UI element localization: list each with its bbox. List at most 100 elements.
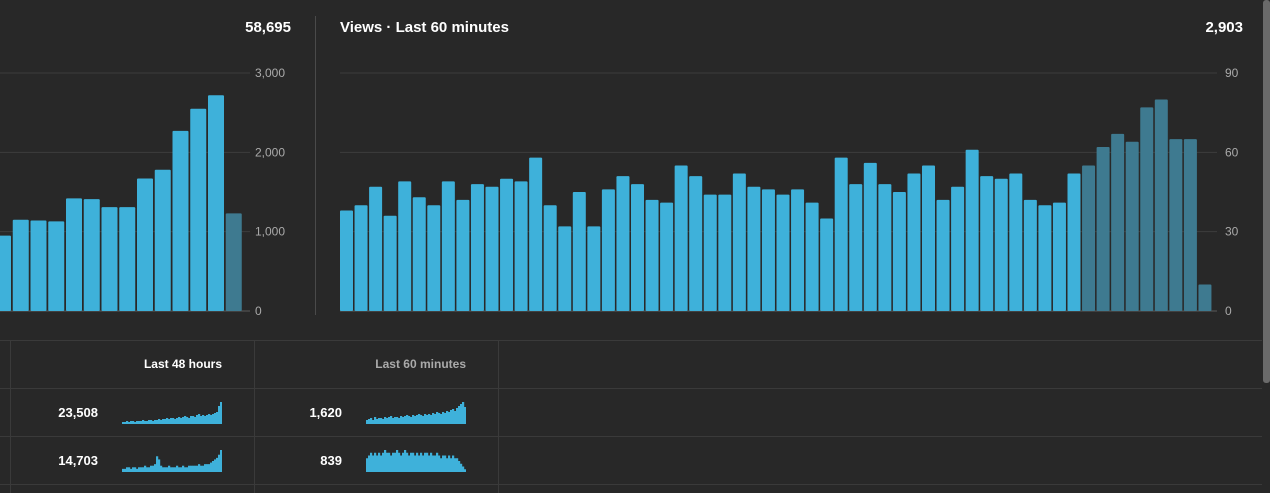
chart-bar[interactable] bbox=[631, 184, 644, 311]
sparkline-bar bbox=[436, 452, 439, 472]
chart-bar[interactable] bbox=[805, 202, 819, 311]
chart-bar[interactable] bbox=[922, 165, 935, 311]
chart-bar[interactable] bbox=[514, 181, 528, 311]
chart-bar[interactable] bbox=[761, 189, 775, 311]
sparkline-bar bbox=[138, 421, 141, 424]
chart-bar[interactable] bbox=[1154, 99, 1168, 311]
chart-bar[interactable] bbox=[703, 194, 717, 311]
sparkline-bar bbox=[374, 452, 377, 472]
chart-bar[interactable] bbox=[12, 219, 29, 311]
chart-bar[interactable] bbox=[1096, 147, 1110, 311]
chart-bar[interactable] bbox=[1052, 202, 1066, 311]
chart-bar[interactable] bbox=[0, 235, 11, 311]
chart-bar[interactable] bbox=[383, 215, 397, 311]
chart-bar[interactable] bbox=[340, 210, 353, 311]
sparkline-bar bbox=[382, 419, 385, 424]
chart-bar[interactable] bbox=[1038, 205, 1052, 311]
chart-bar[interactable] bbox=[936, 199, 950, 311]
sparkline-bar bbox=[204, 416, 207, 424]
row1-60m-value: 1,620 bbox=[309, 405, 342, 420]
chart-bar[interactable] bbox=[674, 165, 688, 311]
sparkline-bar bbox=[400, 455, 403, 472]
chart-bar[interactable] bbox=[398, 181, 412, 311]
chart-bar[interactable] bbox=[441, 181, 455, 311]
chart-bar[interactable] bbox=[776, 194, 790, 311]
chart-bar[interactable] bbox=[354, 205, 368, 311]
chart-bar[interactable] bbox=[907, 173, 921, 311]
chart-bar[interactable] bbox=[154, 169, 171, 311]
sparkline-bar bbox=[128, 467, 131, 472]
chart-bar[interactable] bbox=[951, 186, 965, 311]
sparkline-bar bbox=[130, 468, 133, 472]
chart-bar[interactable] bbox=[660, 202, 674, 311]
chart-bar[interactable] bbox=[119, 207, 136, 311]
sparkline-bar bbox=[164, 419, 167, 424]
chart-bar[interactable] bbox=[878, 184, 892, 311]
chart-bar[interactable] bbox=[820, 218, 834, 311]
chart-bar[interactable] bbox=[747, 186, 761, 311]
chart-bar[interactable] bbox=[456, 199, 470, 311]
chart-bar[interactable] bbox=[601, 189, 615, 311]
chart-bar[interactable] bbox=[369, 186, 383, 311]
chart-bar[interactable] bbox=[645, 199, 659, 311]
chart-bar[interactable] bbox=[1009, 173, 1023, 311]
chart-bar[interactable] bbox=[572, 192, 586, 311]
chart-bar[interactable] bbox=[412, 197, 426, 311]
sparkline-bar bbox=[430, 415, 433, 424]
chart-bar[interactable] bbox=[208, 95, 224, 311]
chart-bar[interactable] bbox=[1183, 139, 1197, 311]
sparkline-bar bbox=[424, 452, 427, 472]
chart-bar[interactable] bbox=[101, 207, 118, 311]
chart-bar[interactable] bbox=[718, 194, 732, 311]
chart-bar[interactable] bbox=[587, 226, 601, 311]
chart-bar[interactable] bbox=[137, 178, 153, 311]
sparkline-bar bbox=[420, 415, 423, 424]
chart-bar[interactable] bbox=[732, 173, 746, 311]
chart-bar[interactable] bbox=[834, 157, 848, 311]
sparkline-bar bbox=[428, 414, 431, 424]
column-header-last-60-minutes[interactable]: Last 60 minutes bbox=[375, 357, 466, 371]
chart-bar[interactable] bbox=[1140, 107, 1154, 311]
sparkline-bar bbox=[392, 418, 395, 424]
chart-bar[interactable] bbox=[529, 157, 543, 311]
chart-bar[interactable] bbox=[543, 205, 557, 311]
chart-bar[interactable] bbox=[30, 220, 47, 311]
chart-bar[interactable] bbox=[558, 226, 572, 311]
chart-bar[interactable] bbox=[1082, 165, 1096, 311]
chart-bar[interactable] bbox=[863, 162, 877, 311]
chart-bar[interactable] bbox=[427, 205, 441, 311]
chart-bar[interactable] bbox=[225, 213, 242, 311]
vertical-scrollbar[interactable] bbox=[1263, 0, 1270, 383]
sparkline-bar bbox=[406, 452, 409, 472]
sparkline-bar bbox=[394, 452, 397, 472]
y-tick-label: 90 bbox=[1225, 66, 1239, 80]
chart-bar[interactable] bbox=[1169, 139, 1183, 311]
chart-bar[interactable] bbox=[791, 189, 805, 311]
chart-bar[interactable] bbox=[892, 192, 906, 311]
chart-bar[interactable] bbox=[83, 199, 100, 311]
column-header-last-48-hours[interactable]: Last 48 hours bbox=[143, 357, 222, 371]
chart-bar[interactable] bbox=[965, 149, 979, 311]
chart-bar[interactable] bbox=[190, 108, 207, 311]
chart-bar[interactable] bbox=[1125, 141, 1139, 311]
chart-bar[interactable] bbox=[689, 176, 703, 311]
chart-bar[interactable] bbox=[470, 184, 484, 311]
chart-bar[interactable] bbox=[1198, 284, 1212, 311]
chart-bar[interactable] bbox=[1023, 199, 1037, 311]
sparkline-bar bbox=[214, 459, 217, 472]
chart-bar[interactable] bbox=[616, 176, 630, 311]
chart-bar[interactable] bbox=[172, 130, 189, 311]
chart-bar[interactable] bbox=[1067, 173, 1081, 311]
chart-bar[interactable] bbox=[994, 178, 1008, 311]
chart-bar[interactable] bbox=[980, 176, 994, 311]
chart-bar[interactable] bbox=[849, 184, 863, 311]
chart-bar[interactable] bbox=[1111, 133, 1125, 311]
chart-bar[interactable] bbox=[485, 186, 499, 311]
chart-bar[interactable] bbox=[48, 221, 65, 311]
sparkline-bar bbox=[422, 455, 425, 472]
chart-bar[interactable] bbox=[500, 178, 514, 311]
sparkline-bar bbox=[418, 414, 421, 424]
sparkline-bar bbox=[162, 419, 165, 424]
sparkline-bar bbox=[418, 455, 421, 472]
chart-bar[interactable] bbox=[66, 198, 82, 311]
